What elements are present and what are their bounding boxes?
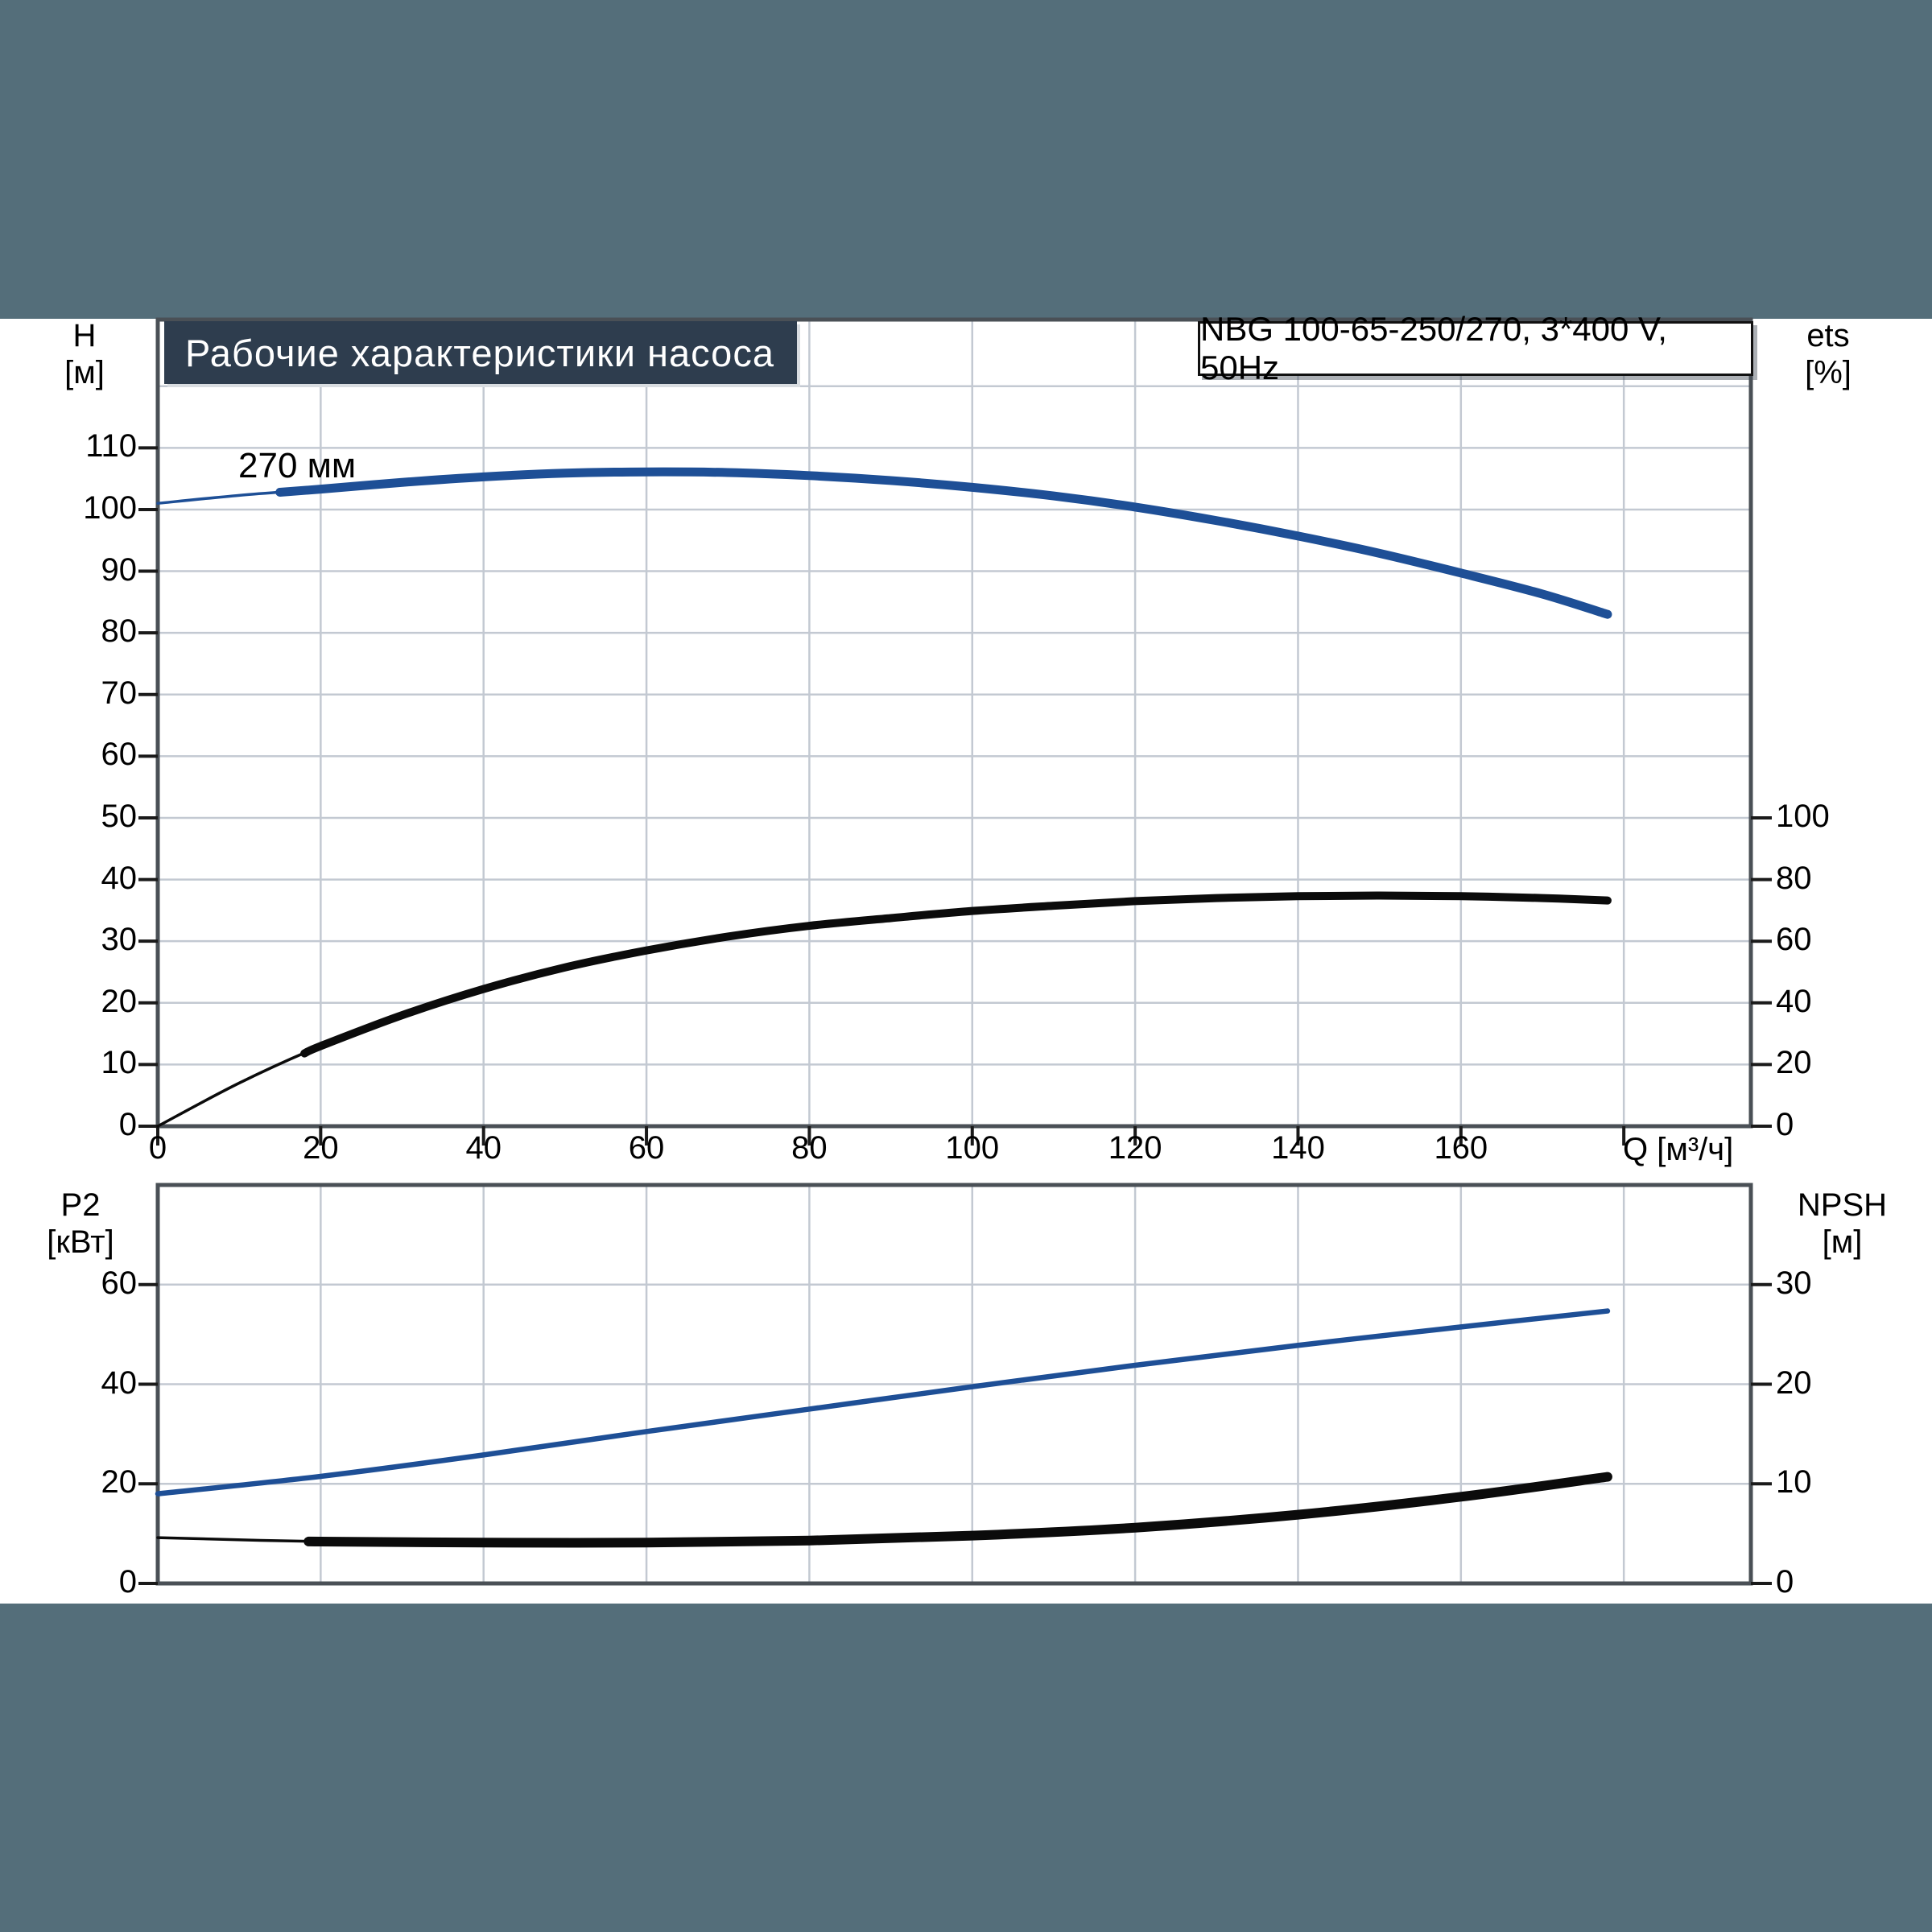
right-axis-title-NPSH: NPSH [м]: [1797, 1187, 1888, 1260]
npsh-curve: [303, 1472, 1612, 1548]
q-axis-label-100: 100: [945, 1130, 1000, 1166]
q-axis-label-140: 140: [1271, 1130, 1325, 1166]
q-axis-label-80: 80: [791, 1130, 828, 1166]
q-axis-label-160: 160: [1434, 1130, 1488, 1166]
q-axis-label-120: 120: [1108, 1130, 1162, 1166]
h-axis-label-110: 110: [85, 428, 137, 464]
top-letterbox-band: [0, 0, 1932, 319]
x-axis-title-Q: Q [м³/ч]: [1623, 1132, 1734, 1167]
impeller-diameter-label: 270 мм: [238, 446, 357, 485]
h-axis-label-30: 30: [101, 922, 138, 958]
left-axis-title-P2: P2 [кВт]: [47, 1187, 114, 1260]
efficiency-curve-thin: [156, 894, 1609, 1128]
head-270mm-curve-thin: [156, 470, 1609, 616]
ets-axis-label-60: 60: [1776, 922, 1812, 958]
h-axis-label-10: 10: [101, 1045, 138, 1081]
power-p2-curve-thin: [155, 1308, 1611, 1496]
bottom-letterbox-band: [0, 1604, 1932, 1932]
h-axis-label-40: 40: [101, 860, 138, 896]
npsh-axis-label-10: 10: [1776, 1464, 1812, 1501]
h-axis-label-50: 50: [101, 798, 138, 834]
ets-axis-label-100: 100: [1776, 799, 1830, 834]
efficiency-curve: [300, 891, 1612, 1058]
pump-model-label: NBG 100-65-250/270, 3*400 V, 50Hz: [1198, 310, 1753, 386]
h-axis-label-100: 100: [83, 489, 137, 526]
q-axis-label-40: 40: [465, 1130, 502, 1166]
h-axis-label-70: 70: [101, 675, 138, 711]
npsh-axis-label-20: 20: [1776, 1364, 1812, 1401]
q-axis-label-0: 0: [148, 1130, 167, 1166]
p2-axis-label-0: 0: [118, 1564, 137, 1600]
ets-axis-label-20: 20: [1776, 1045, 1812, 1081]
h-axis-label-0: 0: [118, 1107, 137, 1142]
left-axis-title-H: H [м]: [64, 318, 105, 390]
h-axis-label-80: 80: [101, 613, 138, 650]
p2-axis-label-60: 60: [101, 1265, 138, 1301]
head-270mm-curve: [275, 467, 1612, 619]
q-axis-label-20: 20: [303, 1130, 339, 1166]
q-axis-label-60: 60: [628, 1130, 665, 1166]
h-axis-label-20: 20: [101, 983, 138, 1019]
right-axis-title-ets: ets [%]: [1805, 318, 1852, 390]
top-chart-border: [155, 317, 1753, 1129]
p2-axis-label-40: 40: [101, 1364, 138, 1401]
h-axis-label-90: 90: [101, 551, 138, 588]
npsh-axis-label-0: 0: [1776, 1564, 1794, 1600]
ets-axis-label-80: 80: [1776, 860, 1812, 896]
p2-axis-label-20: 20: [101, 1464, 138, 1501]
ets-axis-label-0: 0: [1776, 1107, 1794, 1142]
ets-axis-label-40: 40: [1776, 983, 1812, 1019]
chart-title: Рабочие характеристики насоса: [164, 321, 797, 384]
h-axis-label-60: 60: [101, 737, 138, 773]
npsh-axis-label-30: 30: [1776, 1265, 1812, 1301]
